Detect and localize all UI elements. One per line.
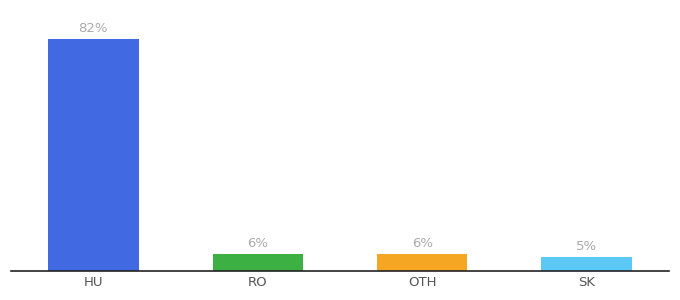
Text: 6%: 6% — [248, 237, 269, 250]
Bar — [213, 254, 303, 271]
Bar — [48, 39, 139, 271]
Bar — [541, 257, 632, 271]
Text: 5%: 5% — [576, 240, 597, 253]
Bar — [377, 254, 467, 271]
Text: 82%: 82% — [79, 22, 108, 35]
Text: 6%: 6% — [411, 237, 432, 250]
